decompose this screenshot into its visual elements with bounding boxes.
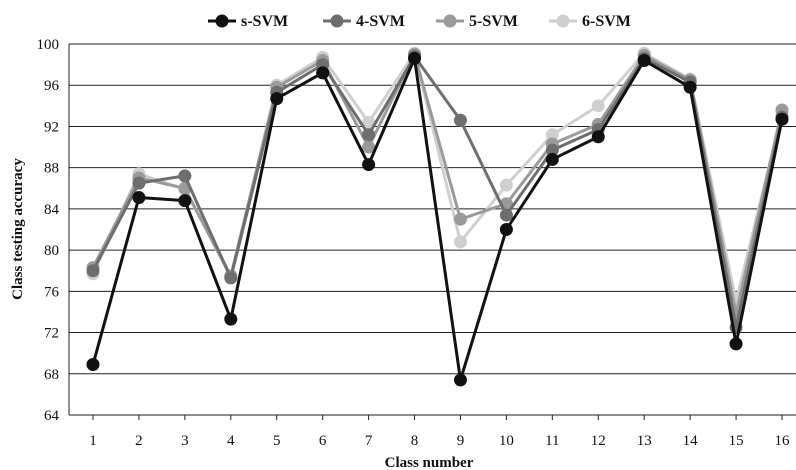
legend-label: 5-SVM — [469, 13, 518, 30]
data-point — [453, 235, 467, 249]
x-tick-label: 9 — [457, 433, 465, 449]
legend-item: 5-SVM — [436, 13, 518, 30]
data-point — [86, 264, 100, 278]
data-point — [775, 112, 789, 126]
legend-item: s-SVM — [208, 13, 288, 30]
legend-label: 4-SVM — [356, 13, 405, 30]
y-tick-label: 96 — [44, 78, 60, 94]
data-point — [132, 176, 146, 190]
legend-marker — [215, 14, 229, 28]
legend-item: 4-SVM — [323, 13, 405, 30]
x-tick-label: 3 — [181, 433, 189, 449]
y-tick-labels: 64 68 72 76 80 84 88 92 96 100 — [37, 37, 60, 424]
legend-marker — [443, 14, 457, 28]
data-point — [270, 92, 284, 106]
y-tick-label: 92 — [44, 119, 59, 135]
x-tick-label: 2 — [135, 433, 143, 449]
x-axis-title: Class number — [385, 455, 474, 470]
legend-label: s-SVM — [241, 13, 288, 30]
x-tick-label: 5 — [273, 433, 281, 449]
y-axis-title: Class testing accuracy — [10, 158, 26, 300]
y-tick-label: 72 — [44, 326, 59, 342]
data-point — [224, 312, 238, 326]
series-line — [91, 52, 784, 316]
data-point — [545, 152, 559, 166]
data-point — [316, 66, 330, 80]
legend-label: 6-SVM — [582, 13, 631, 30]
x-tick-label: 12 — [591, 433, 606, 449]
data-point — [683, 80, 697, 94]
data-point — [499, 208, 513, 222]
x-tick-labels: 1 2 3 4 5 6 7 8 9 10 11 12 13 14 15 16 — [89, 415, 790, 449]
y-tick-label: 88 — [44, 161, 59, 177]
legend-item: 6-SVM — [549, 13, 631, 30]
data-point — [224, 271, 238, 285]
data-point — [591, 130, 605, 144]
x-tick-label: 1 — [89, 433, 97, 449]
x-tick-label: 4 — [227, 433, 235, 449]
x-tick-label: 14 — [683, 433, 699, 449]
series-s-SVM — [86, 51, 789, 387]
y-tick-label: 100 — [37, 37, 60, 53]
series-layer — [86, 46, 789, 387]
data-point — [178, 194, 192, 208]
y-tick-label: 80 — [44, 243, 59, 259]
data-point — [362, 115, 376, 129]
data-point — [453, 212, 467, 226]
x-tick-label: 13 — [637, 433, 652, 449]
x-tick-label: 11 — [545, 433, 559, 449]
data-point — [178, 169, 192, 183]
x-tick-label: 10 — [499, 433, 514, 449]
data-point — [408, 51, 422, 65]
x-tick-label: 6 — [319, 433, 327, 449]
data-point — [591, 99, 605, 113]
legend: s-SVM 4-SVM 5-SVM 6-SVM — [196, 1, 636, 41]
data-point — [729, 337, 743, 351]
data-point — [362, 128, 376, 142]
y-tick-label: 84 — [44, 202, 60, 218]
series-line — [91, 54, 784, 329]
data-point — [132, 191, 146, 205]
x-tick-label: 15 — [729, 433, 744, 449]
data-point — [453, 373, 467, 387]
data-point — [545, 128, 559, 142]
y-tick-label: 68 — [44, 367, 59, 383]
series-line — [91, 56, 784, 382]
legend-marker — [556, 14, 570, 28]
grid-lines — [68, 43, 796, 416]
x-tick-label: 7 — [365, 433, 373, 449]
data-point — [499, 178, 513, 192]
x-tick-label: 16 — [775, 433, 791, 449]
y-tick-label: 64 — [44, 408, 60, 424]
data-point — [362, 158, 376, 172]
data-point — [499, 223, 513, 236]
data-point — [545, 143, 559, 157]
data-point — [637, 53, 651, 67]
data-point — [362, 140, 376, 154]
y-tick-label: 76 — [44, 284, 60, 300]
x-tick-label: 8 — [411, 433, 419, 449]
legend-marker — [330, 14, 344, 28]
data-point — [453, 113, 467, 127]
data-point — [86, 358, 100, 372]
